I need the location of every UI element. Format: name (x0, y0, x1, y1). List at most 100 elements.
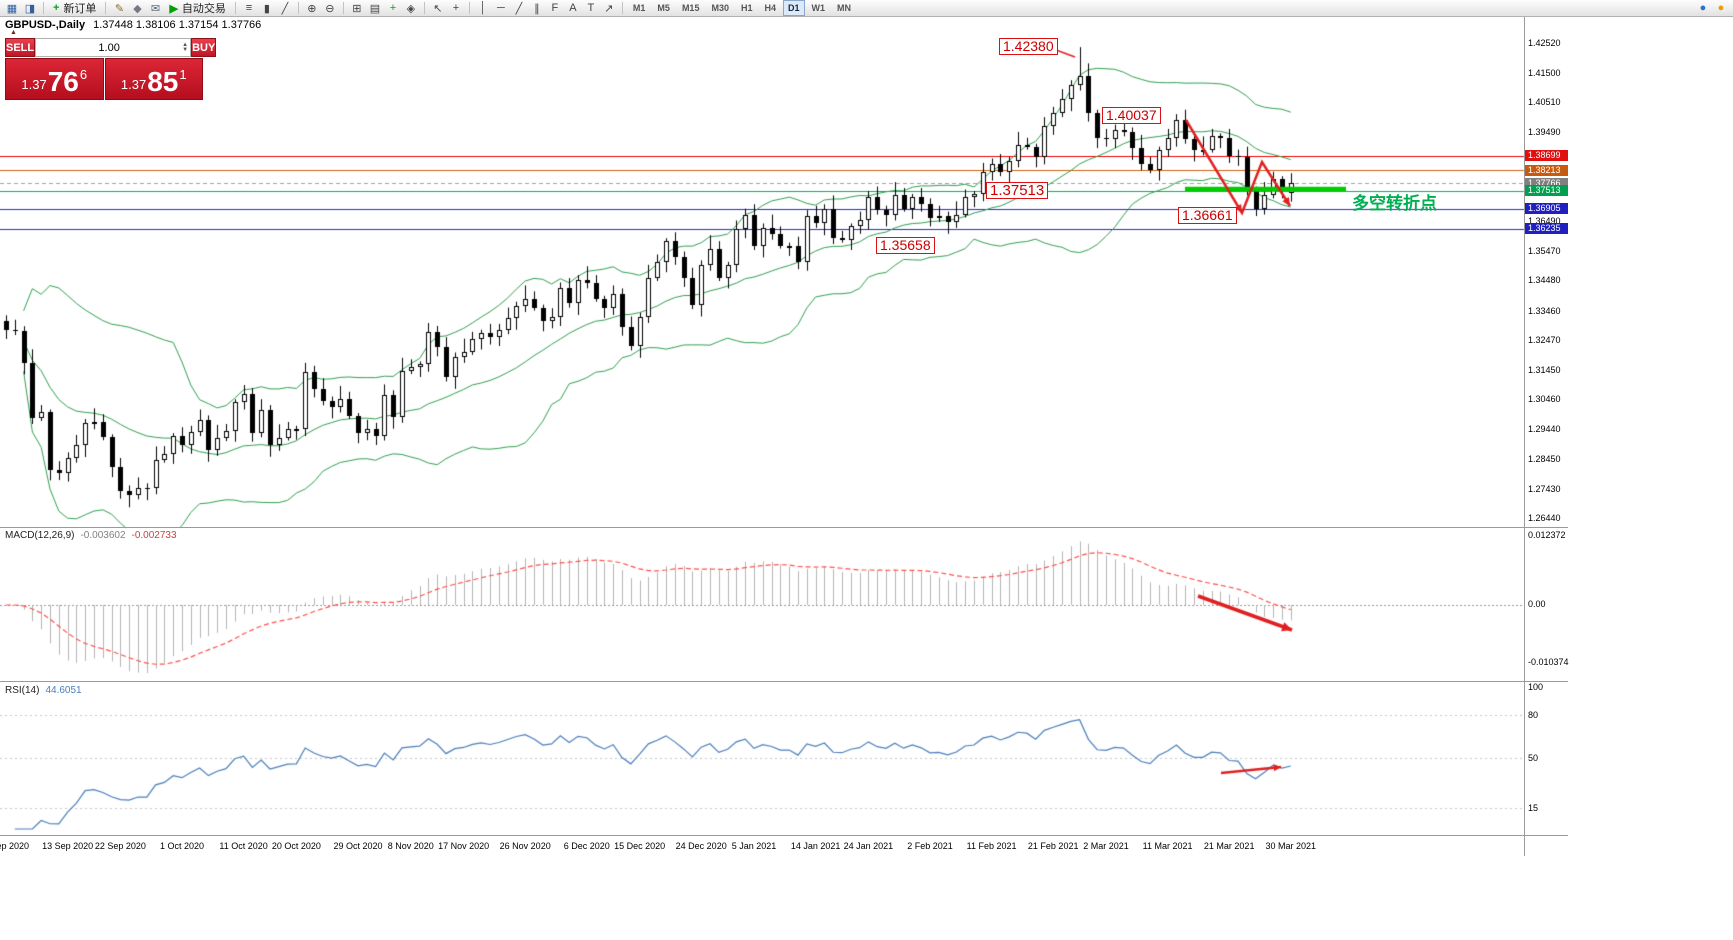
price-level-tag: 1.38699 (1525, 150, 1568, 162)
timeframe-d1[interactable]: D1 (783, 0, 805, 16)
channel-icon[interactable]: ∥ (534, 2, 540, 15)
text-tool-icon[interactable]: A (569, 2, 577, 14)
spinner-up-icon[interactable]: ▲ (182, 41, 189, 48)
date-axis-label: 24 Jan 2021 (843, 841, 894, 851)
crosshair-icon[interactable]: + (452, 2, 460, 14)
rsi-axis-label: 80 (1528, 710, 1539, 721)
volume-spinner[interactable]: ▲ ▼ (182, 39, 190, 56)
candlestick-chart-icon[interactable]: ▮ (263, 2, 270, 15)
date-axis-label: 2 Mar 2021 (1083, 841, 1129, 851)
price-axis-tick: 1.42520 (1528, 37, 1561, 48)
price-axis-tick: 1.41500 (1528, 68, 1561, 79)
rsi-indicator-label: RSI(14) 44.6051 (5, 685, 82, 696)
line-chart-icon[interactable]: ╱ (281, 2, 289, 15)
price-level-tag: 1.36905 (1525, 203, 1568, 215)
price-callout: 1.36661 (1178, 207, 1237, 225)
vertical-line-icon[interactable]: │ (479, 2, 487, 14)
date-axis-label: 30 Mar 2021 (1265, 841, 1317, 851)
price-axis-tick: 1.26440 (1528, 512, 1561, 523)
timeframe-m1[interactable]: M1 (632, 2, 646, 13)
rsi-axis-label: 100 (1528, 682, 1544, 692)
price-axis-tick: 1.28450 (1528, 453, 1561, 464)
sell-price-main: 76 (47, 66, 79, 97)
toolbar-separator (468, 2, 470, 14)
mailbox-icon[interactable]: ✉ (150, 2, 161, 15)
timeframe-w1[interactable]: W1 (811, 2, 826, 13)
timeframe-h4[interactable]: H4 (764, 2, 776, 13)
zoom-out-icon[interactable]: ⊖ (325, 2, 335, 15)
one-click-price-row: 1.37 76 6 1.37 85 1 (5, 58, 203, 100)
label-tool-icon[interactable]: T (587, 2, 595, 14)
tile-windows-icon[interactable]: ⊞ (352, 2, 362, 15)
horizontal-line-icon[interactable]: ─ (497, 2, 505, 14)
macd-name: MACD(12,26,9) (5, 530, 75, 541)
alerts-icon[interactable]: ● (1717, 2, 1725, 14)
new-order-button[interactable]: + 新订单 (48, 1, 101, 16)
timeframe-mn[interactable]: MN (837, 2, 852, 13)
buy-button[interactable]: BUY (191, 38, 217, 57)
date-axis-label: 5 Jan 2021 (731, 841, 777, 851)
date-axis-label: 11 Mar 2021 (1142, 841, 1193, 851)
bar-chart-icon[interactable]: ≡ (245, 2, 253, 14)
toolbar-separator (621, 2, 623, 14)
date-axis-label: 3 Sep 2020 (0, 841, 30, 851)
history-center-icon[interactable]: ◆ (133, 2, 142, 15)
date-axis-label: 20 Oct 2020 (271, 841, 321, 851)
cascade-windows-icon[interactable]: ▤ (369, 2, 381, 15)
timeframe-h1[interactable]: H1 (740, 2, 753, 13)
price-axis-tick: 1.30460 (1528, 394, 1561, 405)
collapse-panel-icon[interactable]: ▲ (10, 29, 17, 36)
indicators-icon[interactable]: + (389, 2, 397, 14)
price-axis-tick: 1.27430 (1528, 483, 1561, 494)
date-axis-label: 15 Dec 2020 (614, 841, 666, 851)
fibonacci-icon[interactable]: F (551, 2, 559, 14)
autotrading-button[interactable]: ▶ 自动交易 (164, 1, 230, 16)
trendline-icon[interactable]: ╱ (515, 2, 523, 15)
timeframe-m15[interactable]: M15 (681, 2, 700, 13)
toolbar-separator (105, 2, 107, 14)
date-axis-label: 26 Nov 2020 (499, 841, 551, 851)
volume-input[interactable] (36, 39, 183, 56)
timeframe-m5[interactable]: M5 (657, 2, 670, 13)
new-chart-icon[interactable]: ▦ (6, 2, 18, 15)
rsi-axis-label: 15 (1528, 802, 1539, 813)
community-icon[interactable]: ● (1699, 2, 1707, 14)
timeframe-m30[interactable]: M30 (711, 2, 729, 13)
metaeditor-icon[interactable]: ✎ (114, 2, 125, 15)
sell-price-button[interactable]: 1.37 76 6 (5, 58, 104, 100)
price-level-tag: 1.37513 (1525, 185, 1568, 197)
date-axis-label: 22 Sep 2020 (94, 841, 146, 851)
buy-price-prefix: 1.37 (120, 77, 147, 92)
sell-price-pipette: 6 (79, 67, 88, 82)
templates-icon[interactable]: ◈ (406, 2, 416, 15)
chart-ohlc-label: 1.37448 1.38106 1.37154 1.37766 (93, 19, 262, 31)
date-axis-label: 14 Jan 2021 (790, 841, 841, 851)
sell-price-prefix: 1.37 (21, 77, 47, 92)
chart-profiles-icon[interactable]: ◨ (24, 2, 36, 15)
toolbar-separator (342, 2, 344, 14)
arrow-objects-icon[interactable]: ↗ (604, 2, 614, 15)
price-axis-tick: 1.29440 (1528, 424, 1561, 435)
zoom-in-icon[interactable]: ⊕ (307, 2, 317, 15)
macd-main-value: -0.003602 (80, 530, 126, 541)
spinner-down-icon[interactable]: ▼ (182, 46, 189, 53)
price-axis-tick: 1.35470 (1528, 246, 1561, 257)
buy-price-pipette: 1 (179, 67, 187, 82)
cursor-icon[interactable]: ↖ (433, 2, 443, 15)
date-axis-label: 21 Mar 2021 (1203, 841, 1255, 851)
date-axis-label: 21 Feb 2021 (1027, 841, 1079, 851)
sell-button[interactable]: SELL (5, 38, 36, 57)
panel-separator[interactable] (0, 527, 1568, 528)
price-callout: 1.40037 (1102, 107, 1161, 125)
price-level-tag: 1.37766 (1525, 177, 1568, 189)
price-level-tag: 1.38213 (1525, 164, 1568, 176)
price-callout: 1.35658 (876, 236, 935, 254)
date-axis-label: 6 Dec 2020 (563, 841, 610, 851)
panel-separator[interactable] (0, 681, 1568, 682)
rsi-name: RSI(14) (5, 685, 40, 696)
buy-price-button[interactable]: 1.37 85 1 (104, 58, 203, 100)
price-axis-tick: 1.40510 (1528, 97, 1561, 108)
